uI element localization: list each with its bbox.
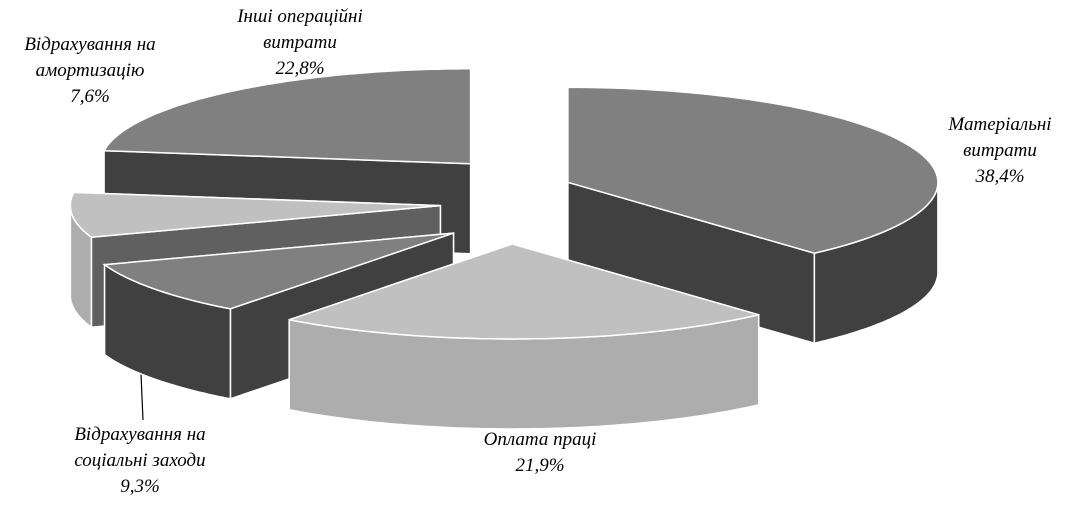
label-line: Відрахування на bbox=[24, 34, 155, 55]
value-label: 22,8% bbox=[275, 58, 324, 79]
label-line: Інші операційні bbox=[236, 6, 363, 27]
slice-label: Оплата праці bbox=[484, 429, 597, 450]
label-line: амортизацію bbox=[36, 60, 145, 81]
slice bbox=[102, 68, 472, 165]
leader-line bbox=[140, 373, 144, 421]
slice-label: Відрахування на соціальні заходи bbox=[74, 424, 205, 471]
slice bbox=[567, 86, 939, 254]
label-line: витрати bbox=[963, 140, 1037, 161]
label-line: Відрахування на bbox=[74, 424, 205, 445]
slice-label: Відрахування на амортизацію bbox=[24, 34, 155, 81]
label-line: Матеріальні bbox=[947, 114, 1051, 135]
value-label: 9,3% bbox=[120, 476, 160, 497]
value-label: 38,4% bbox=[974, 166, 1024, 187]
slice bbox=[288, 243, 759, 340]
slice bbox=[69, 191, 441, 238]
slice bbox=[102, 232, 454, 310]
label-line: соціальні заходи bbox=[74, 450, 205, 471]
value-label: 21,9% bbox=[515, 455, 564, 476]
label-line: Оплата праці bbox=[484, 429, 597, 450]
slice-label: Матеріальні витрати bbox=[947, 114, 1051, 161]
label-line: витрати bbox=[263, 32, 337, 53]
value-label: 7,6% bbox=[70, 86, 110, 107]
slice-label: Інші операційні витрати bbox=[236, 6, 363, 53]
